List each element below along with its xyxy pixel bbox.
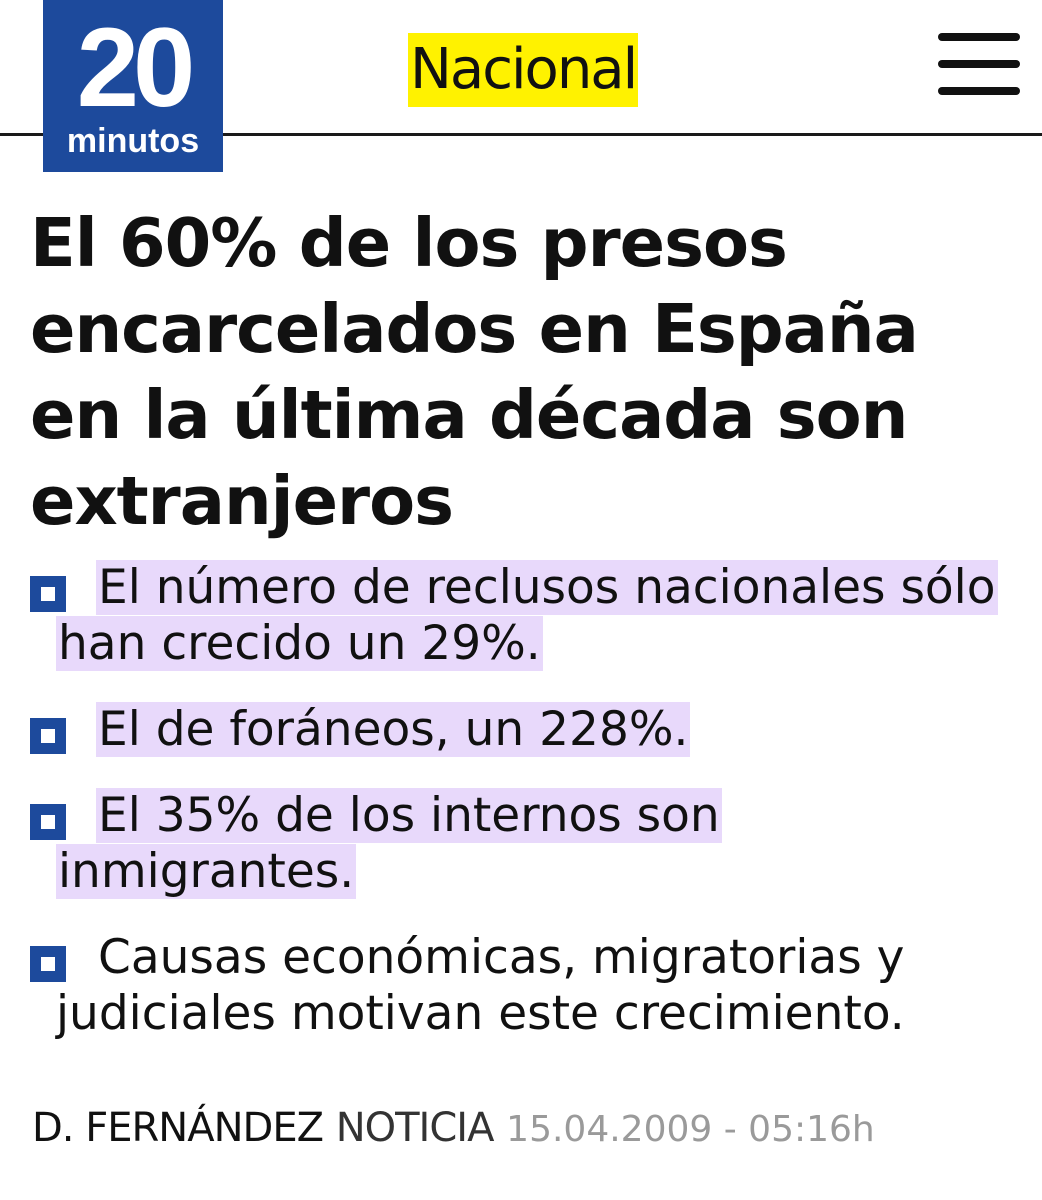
square-bullet-icon <box>30 718 66 754</box>
section-link[interactable]: Nacional <box>408 33 638 107</box>
summary-bullet: Causas económicas, migratorias y judicia… <box>30 930 1020 1042</box>
publish-date: 15.04.2009 - 05:16h <box>506 1109 875 1150</box>
article-type: NOTICIA <box>335 1105 495 1151</box>
bullet-text: El número de reclusos nacionales sólo ha… <box>56 560 998 671</box>
summary-bullets: El número de reclusos nacionales sólo ha… <box>30 560 1020 1072</box>
summary-bullet: El número de reclusos nacionales sólo ha… <box>30 560 1020 672</box>
summary-bullet: El 35% de los internos son inmigrantes. <box>30 788 1020 900</box>
bullet-text: El 35% de los internos son inmigrantes. <box>56 788 722 899</box>
site-logo[interactable]: 20 minutos <box>43 0 223 172</box>
bullet-text: El de foráneos, un 228%. <box>96 702 691 757</box>
square-bullet-icon <box>30 576 66 612</box>
menu-bar-bottom <box>938 87 1020 95</box>
menu-bar-top <box>938 33 1020 41</box>
logo-word: minutos <box>66 122 200 160</box>
logo-number: 20 <box>76 5 196 130</box>
summary-bullet: El de foráneos, un 228%. <box>30 702 1020 758</box>
square-bullet-icon <box>30 946 66 982</box>
bullet-text: Causas económicas, migratorias y judicia… <box>56 930 905 1041</box>
site-header: 20 minutos Nacional <box>0 0 1042 175</box>
header-divider <box>0 133 1042 136</box>
article-headline: El 60% de los presos encarcelados en Esp… <box>30 204 919 540</box>
menu-bar-middle <box>938 60 1020 68</box>
square-bullet-icon <box>30 804 66 840</box>
article-byline: D. FERNÁNDEZ NOTICIA 15.04.2009 - 05:16h <box>32 1102 1022 1156</box>
hamburger-menu-icon[interactable] <box>938 33 1020 95</box>
author-link[interactable]: D. FERNÁNDEZ <box>32 1105 324 1151</box>
